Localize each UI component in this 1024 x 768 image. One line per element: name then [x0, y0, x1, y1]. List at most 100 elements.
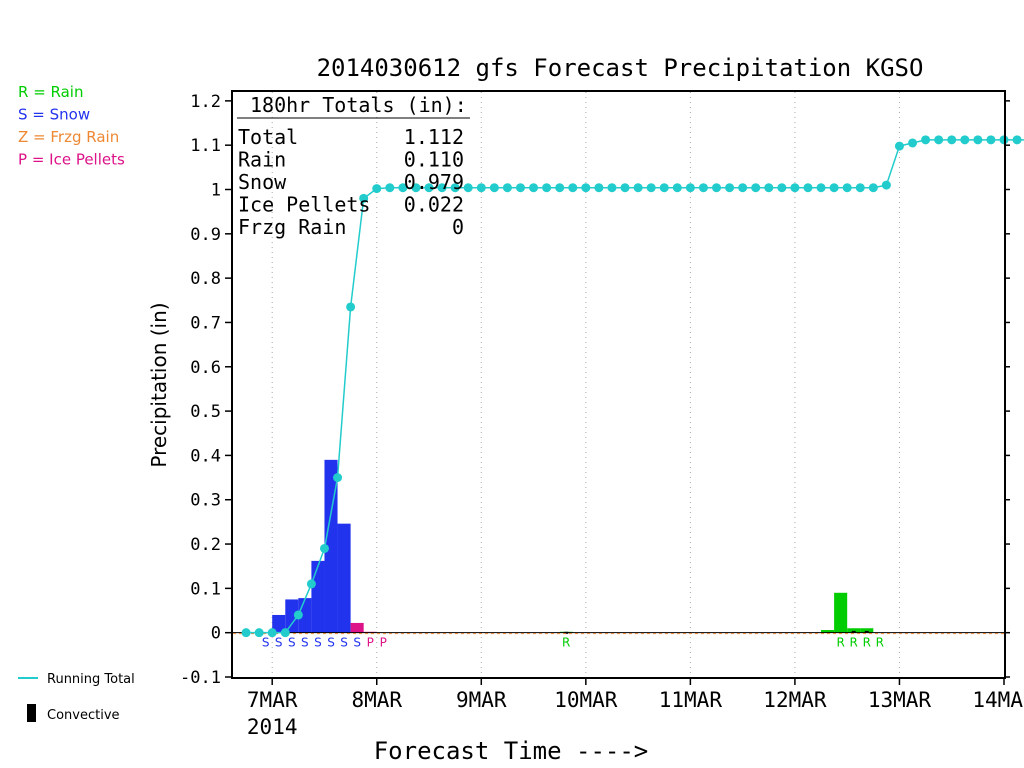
type-label-3: S [301, 636, 309, 650]
running-total-point-57 [986, 135, 996, 145]
type-label-7: S [353, 636, 361, 650]
running-total-point-52 [921, 135, 931, 145]
running-total-point-46 [842, 183, 852, 193]
x-tick-label-1: 8MAR [351, 688, 402, 712]
running-total-point-39 [751, 183, 761, 193]
bar-S-0 [272, 614, 286, 633]
totals-header: 180hr Totals (in): [250, 93, 467, 117]
running-total-point-22 [529, 183, 539, 193]
running-total-point-41 [777, 183, 787, 193]
grid-lines [271, 92, 900, 677]
running-total-point-5 [306, 579, 316, 589]
y-tick-label-7: 0.6 [190, 358, 221, 378]
running-total-point-51 [908, 138, 918, 148]
totals-box: 180hr Totals (in): Total 1.112 Rain 0.110 Sno… [237, 93, 470, 239]
type-label-1: S [275, 636, 283, 650]
chart-title: 2014030612 gfs Forecast Precipitation KG… [317, 54, 924, 82]
running-total-point-26 [581, 183, 591, 193]
legend-convective-swatch [27, 704, 36, 722]
x-tick-label-7: 14MAR [972, 688, 1024, 712]
running-total-point-59 [1012, 135, 1022, 145]
running-total-point-23 [542, 183, 552, 193]
running-total-point-42 [790, 183, 800, 193]
running-total-point-28 [607, 183, 617, 193]
bar-S-1 [285, 599, 299, 633]
running-total-point-29 [620, 183, 630, 193]
running-total-point-54 [947, 135, 957, 145]
y-tick-label-6: 0.5 [190, 402, 221, 422]
plot-frame [231, 90, 1006, 679]
totals-row-value-0: 1.112 [404, 125, 464, 149]
running-total-point-27 [594, 183, 604, 193]
bar-S-3 [311, 560, 325, 633]
y-axis: -0.1 0 0.1 0.2 0.3 0.4 0.5 0.6 0.7 0.8 0.9 1 1.1 1.2 [180, 92, 1010, 688]
running-total-points [241, 135, 1022, 638]
running-total-point-56 [973, 135, 983, 145]
x-tick-label-3: 10MAR [554, 688, 618, 712]
bar-R-12 [860, 628, 874, 633]
running-total-point-44 [816, 183, 826, 193]
totals-row-value-3: 0.022 [404, 193, 464, 217]
type-label-13: R [863, 636, 871, 650]
y-axis-label: Precipitation (in) [147, 302, 171, 467]
totals-row-label-0: Total [238, 125, 298, 149]
running-total-point-53 [934, 135, 944, 145]
running-total-point-32 [659, 183, 669, 193]
running-total-point-17 [463, 183, 473, 193]
type-label-14: R [876, 636, 884, 650]
running-total-point-0 [241, 628, 251, 638]
bar-S-5 [337, 523, 351, 633]
type-label-6: S [340, 636, 348, 650]
y-tick-label-4: 0.3 [190, 491, 221, 511]
legend-convective-label: Convective [47, 708, 120, 723]
running-total-point-11 [385, 183, 395, 193]
y-tick-label-0: -0.1 [180, 668, 221, 688]
legend-type-P: P = Ice Pellets [18, 151, 125, 169]
type-label-0: S [262, 636, 270, 650]
running-total-point-20 [502, 183, 512, 193]
totals-row-label-3: Ice Pellets [238, 193, 370, 217]
totals-row-value-4: 0 [452, 215, 464, 239]
running-total-point-24 [555, 183, 565, 193]
running-total-point-13 [411, 183, 421, 193]
running-total-point-18 [476, 183, 486, 193]
totals-row-value-1: 0.110 [404, 148, 464, 172]
running-total-point-9 [359, 193, 369, 203]
running-total-point-45 [829, 183, 839, 193]
running-total-point-4 [293, 610, 303, 620]
legend-running-total-label: Running Total [47, 672, 135, 687]
legend-type-Z: Z = Frzg Rain [18, 128, 119, 146]
x-axis-label: Forecast Time ----> [374, 737, 649, 765]
running-total-point-15 [437, 183, 447, 193]
running-total-point-49 [881, 180, 891, 190]
running-total-point-31 [646, 183, 656, 193]
bar-S-4 [324, 459, 338, 633]
running-total-point-25 [568, 183, 578, 193]
y-tick-label-5: 0.4 [190, 446, 221, 466]
bars [272, 459, 874, 633]
totals-row-label-4: Frzg Rain [238, 215, 346, 239]
y-tick-label-13: 1.2 [190, 92, 221, 112]
legend-type-S: S = Snow [18, 106, 90, 124]
type-label-12: R [850, 636, 858, 650]
running-total-point-2 [267, 628, 277, 638]
running-total-point-38 [738, 183, 748, 193]
running-total-point-34 [685, 183, 695, 193]
running-total-point-12 [398, 183, 408, 193]
running-total-point-55 [960, 135, 970, 145]
bar-R-11 [847, 628, 861, 633]
zero-line [233, 632, 1004, 635]
running-total-point-16 [450, 183, 460, 193]
running-total-point-37 [725, 183, 735, 193]
running-total-point-1 [254, 628, 264, 638]
running-total-point-3 [280, 628, 290, 638]
totals-row-label-2: Snow [238, 170, 287, 194]
totals-row-value-2: 0.979 [404, 170, 464, 194]
running-total-point-36 [712, 183, 722, 193]
bar-R-10 [834, 592, 848, 633]
type-label-4: S [314, 636, 322, 650]
legend: R = Rain S = Snow Z = Frzg Rain P = Ice Pel… [18, 83, 135, 723]
x-tick-label-6: 13MAR [868, 688, 932, 712]
y-tick-label-8: 0.7 [190, 313, 221, 333]
